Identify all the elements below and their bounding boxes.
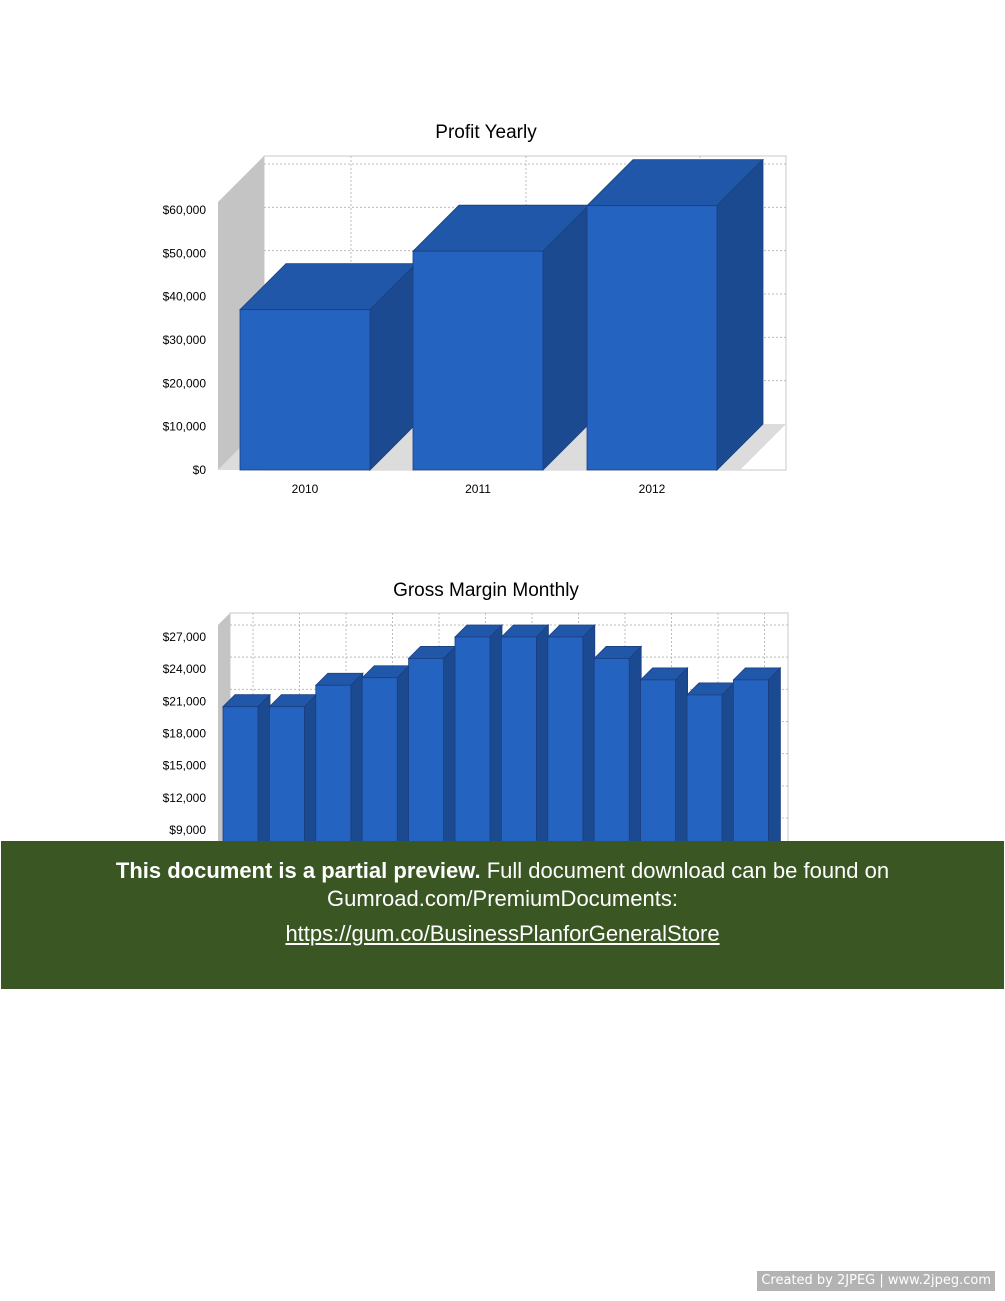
chart-title: Profit Yearly [435,122,537,143]
bar-month-7 [500,624,550,860]
y-tick-label: $15,000 [163,759,207,773]
bar-front [686,694,723,860]
bar-side [396,664,410,860]
download-link[interactable]: https://gum.co/BusinessPlanforGeneralSto… [285,921,720,946]
bar-month-12 [732,666,782,860]
y-tick-label: $27,000 [163,630,207,644]
bar-month-10 [639,666,689,860]
bar-month-11 [686,681,735,860]
chart-title: Gross Margin Monthly [393,580,579,601]
bar-front [593,658,630,860]
bar-side [721,681,735,860]
bar-side [257,693,271,860]
y-tick-label: $21,000 [163,694,207,708]
bar-front [547,636,584,860]
bar-front [222,706,259,860]
y-tick-label: $0 [193,463,207,477]
y-tick-label: $10,000 [163,420,207,434]
bar-month-3 [314,672,364,860]
x-tick-label: 2012 [639,482,666,496]
bar-front [315,684,352,860]
bar-side [489,624,503,860]
bar-month-1 [222,693,271,860]
bar-side [628,645,642,860]
bar-front [500,636,537,860]
bar-2010 [239,262,417,471]
bar-2011 [412,204,590,471]
preview-rest-text: Full document download can be found on G… [327,858,890,911]
preview-banner: This document is a partial preview. Full… [1,841,1004,989]
y-tick-label: $60,000 [163,203,207,217]
y-tick-label: $40,000 [163,290,207,304]
bar-front [239,309,371,471]
x-tick-label: 2011 [465,482,491,496]
bar-front [586,205,718,471]
bar-month-6 [454,624,503,860]
bar-month-8 [546,624,596,860]
footer-watermark: Created by 2JPEG | www.2jpeg.com [757,1271,995,1291]
bar-front [412,250,544,471]
x-tick-label: 2010 [292,482,319,496]
y-tick-label: $50,000 [163,246,207,260]
bar-side [768,666,781,860]
y-tick-label: $12,000 [163,791,207,805]
bar-side [536,624,549,860]
bar-front [408,658,445,860]
preview-message: This document is a partial preview. Full… [1,857,1004,913]
y-tick-label: $30,000 [163,333,207,347]
profit-yearly-chart: Profit Yearly $0 $10,000 $20,000 $30,000 $40… [163,122,787,496]
y-tick-label: $24,000 [163,662,207,676]
bar-side [303,693,317,860]
bar-side [675,666,688,860]
bar-side [350,672,364,860]
preview-bold-text: This document is a partial preview. [115,858,481,883]
bar-side [716,158,764,471]
bar-front [361,677,398,860]
bar-2012 [586,158,764,471]
bar-month-9 [593,645,643,860]
bar-front [268,706,305,860]
y-tick-label: $18,000 [163,727,207,741]
y-tick-label: $20,000 [163,376,207,390]
bar-front [454,636,491,860]
bar-month-4 [361,664,411,860]
bar-front [733,679,769,860]
bar-side [542,204,590,471]
bar-side [582,624,596,860]
bar-month-5 [407,645,457,860]
y-tick-label: $9,000 [169,823,206,837]
bar-month-2 [268,693,318,860]
gross-margin-monthly-chart: Gross Margin Monthly $9,000 $12,000 $15,00… [163,580,789,860]
bar-side [443,645,457,860]
bar-front [640,679,676,860]
